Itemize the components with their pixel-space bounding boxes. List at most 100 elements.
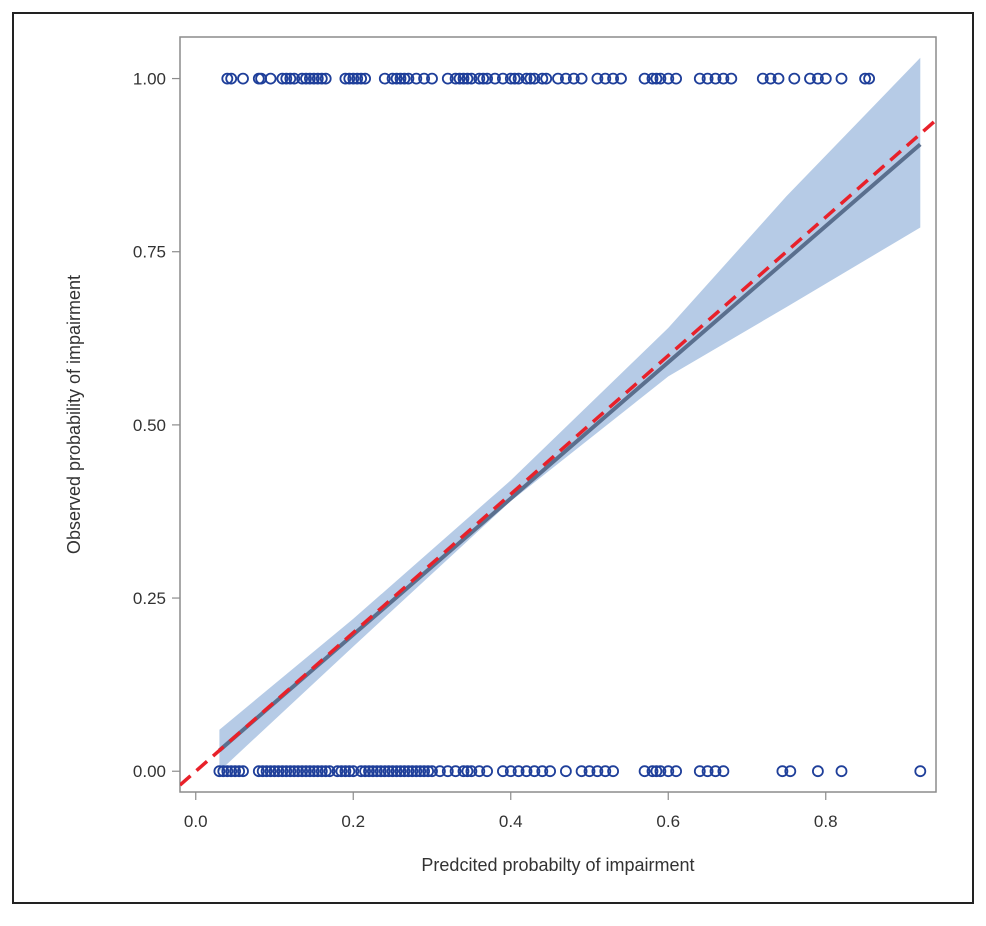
observed-impaired-point xyxy=(489,72,501,85)
observed-unimpaired-point xyxy=(292,765,305,778)
observed-unimpaired-point xyxy=(390,765,403,778)
observed-unimpaired-point xyxy=(670,765,682,778)
y-tick-label: 0.75 xyxy=(133,243,166,262)
observed-impaired-point xyxy=(650,72,663,85)
observed-impaired-point xyxy=(441,72,454,85)
observed-unimpaired-point xyxy=(303,765,316,778)
y-tick-label: 0.25 xyxy=(133,589,166,608)
observed-unimpaired-point xyxy=(544,765,556,778)
y-tick-label: 0.00 xyxy=(133,762,166,781)
observed-impaired-point xyxy=(343,72,356,85)
observed-unimpaired-point xyxy=(410,765,423,778)
observed-unimpaired-point xyxy=(654,765,667,778)
observed-impaired-point xyxy=(567,72,580,85)
y-axis-label: Observed probability of impairment xyxy=(64,275,84,554)
observed-unimpaired-point xyxy=(300,765,312,778)
observed-impaired-point xyxy=(355,72,368,85)
observed-impaired-point xyxy=(402,72,415,85)
observed-unimpaired-point xyxy=(426,765,438,778)
observed-unimpaired-point xyxy=(394,765,407,778)
observed-unimpaired-point xyxy=(225,765,238,778)
observed-unimpaired-point xyxy=(504,765,517,778)
observed-unimpaired-point xyxy=(812,765,824,778)
y-axis-ticks: 0.00 0.25 0.50 0.75 1.00 xyxy=(133,70,180,781)
observed-impaired-point xyxy=(410,72,423,85)
observed-impaired-point xyxy=(449,72,462,85)
observed-unimpaired-point xyxy=(288,765,301,778)
y-tick-label: 0.50 xyxy=(133,416,166,435)
observed-unimpaired-point xyxy=(449,765,462,778)
observed-unimpaired-point xyxy=(607,765,619,778)
observed-unimpaired-point xyxy=(347,765,360,778)
points-layer xyxy=(213,72,927,778)
observed-impaired-point xyxy=(536,72,549,85)
observed-impaired-point xyxy=(607,72,619,85)
x-tick-label: 0.4 xyxy=(499,812,523,831)
observed-impaired-point xyxy=(591,72,604,85)
observed-impaired-point xyxy=(863,72,875,85)
observed-impaired-point xyxy=(390,72,403,85)
observed-unimpaired-point xyxy=(646,765,659,778)
observed-impaired-point xyxy=(504,72,517,85)
x-tick-label: 0.0 xyxy=(184,812,208,831)
observed-unimpaired-point xyxy=(311,765,324,778)
observed-unimpaired-point xyxy=(359,765,372,778)
observed-impaired-point xyxy=(284,72,297,85)
observed-impaired-point xyxy=(477,72,490,85)
observed-unimpaired-point xyxy=(575,765,588,778)
observed-unimpaired-point xyxy=(591,765,604,778)
observed-impaired-point xyxy=(662,72,675,85)
observed-impaired-point xyxy=(670,72,682,85)
observed-unimpaired-point xyxy=(473,765,486,778)
observed-unimpaired-point xyxy=(315,765,328,778)
observed-unimpaired-point xyxy=(717,765,730,778)
observed-impaired-point xyxy=(756,72,769,85)
x-tick-label: 0.6 xyxy=(656,812,680,831)
observed-impaired-point xyxy=(552,72,564,85)
observed-impaired-point xyxy=(599,72,612,85)
observed-impaired-point xyxy=(528,72,541,85)
observed-unimpaired-point xyxy=(382,765,395,778)
observed-impaired-point xyxy=(654,72,667,85)
x-tick-label: 0.2 xyxy=(341,812,365,831)
observed-unimpaired-point xyxy=(914,765,927,778)
observed-impaired-point xyxy=(835,72,848,85)
observed-unimpaired-point xyxy=(343,765,356,778)
observed-impaired-point xyxy=(693,72,706,85)
observed-unimpaired-point xyxy=(457,765,470,778)
observed-impaired-point xyxy=(764,72,777,85)
observed-unimpaired-point xyxy=(560,765,572,778)
observed-impaired-point xyxy=(508,72,521,85)
observed-unimpaired-point xyxy=(422,765,435,778)
x-axis-ticks: 0.0 0.2 0.4 0.6 0.8 xyxy=(184,792,838,831)
observed-unimpaired-point xyxy=(701,765,714,778)
observed-impaired-point xyxy=(453,72,466,85)
observed-unimpaired-point xyxy=(465,765,478,778)
observed-unimpaired-point xyxy=(272,765,285,778)
observed-unimpaired-point xyxy=(406,765,419,778)
lines-layer xyxy=(180,118,936,787)
observed-unimpaired-point xyxy=(374,765,387,778)
observed-unimpaired-point xyxy=(331,765,344,778)
observed-unimpaired-point xyxy=(366,765,379,778)
observed-impaired-point xyxy=(575,72,588,85)
observed-unimpaired-point xyxy=(213,765,226,778)
observed-impaired-point xyxy=(311,72,324,85)
observed-unimpaired-point xyxy=(528,765,541,778)
observed-impaired-point xyxy=(280,72,293,85)
observed-impaired-point xyxy=(351,72,364,85)
observed-impaired-point xyxy=(520,72,533,85)
observed-unimpaired-point xyxy=(276,765,289,778)
observed-unimpaired-point xyxy=(386,765,399,778)
observed-impaired-point xyxy=(319,72,332,85)
observed-impaired-point xyxy=(426,72,438,85)
observed-unimpaired-point xyxy=(638,765,651,778)
observed-impaired-point xyxy=(646,72,659,85)
observed-unimpaired-point xyxy=(233,765,246,778)
observed-impaired-point xyxy=(237,72,249,85)
observed-impaired-point xyxy=(859,72,871,85)
observed-impaired-point xyxy=(804,72,816,85)
observed-impaired-point xyxy=(276,72,289,85)
observed-unimpaired-point xyxy=(307,765,320,778)
